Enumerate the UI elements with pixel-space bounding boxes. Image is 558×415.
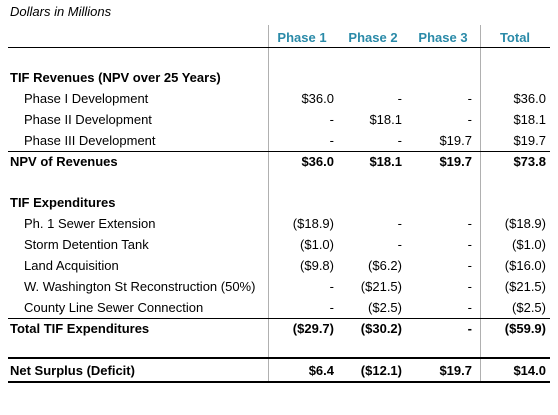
cell-phase-1: - [329, 133, 334, 148]
cell-phase-3: - [467, 216, 472, 231]
cell-phase-2: ($6.2) [368, 258, 402, 273]
table-row: Land Acquisition ($9.8) ($6.2) - ($16.0) [0, 256, 558, 276]
subtotal-rule [8, 318, 550, 319]
cell-phase-1: - [329, 112, 334, 127]
cell-total: ($59.9) [504, 321, 546, 336]
cell-total: ($16.0) [504, 258, 546, 273]
column-header-phase-3: Phase 3 [418, 30, 468, 45]
cell-phase-1: ($9.8) [300, 258, 334, 273]
row-label: Total TIF Expenditures [10, 321, 150, 336]
row-label: Ph. 1 Sewer Extension [24, 216, 156, 231]
cell-phase-1: - [329, 300, 334, 315]
row-label: Storm Detention Tank [24, 237, 149, 252]
cell-phase-3: - [467, 258, 472, 273]
cell-phase-2: - [397, 133, 402, 148]
cell-phase-1: $6.4 [308, 363, 334, 378]
row-label: Net Surplus (Deficit) [10, 363, 135, 378]
column-header-phase-1: Phase 1 [277, 30, 327, 45]
column-header-total: Total [499, 30, 531, 45]
cell-phase-3: $19.7 [439, 363, 472, 378]
row-label: Phase III Development [24, 133, 156, 148]
column-header-phase-2: Phase 2 [348, 30, 398, 45]
total-rule [8, 381, 550, 383]
table-row: County Line Sewer Connection - ($2.5) - … [0, 298, 558, 318]
table-row: W. Washington St Reconstruction (50%) - … [0, 277, 558, 297]
table-caption: Dollars in Millions [10, 4, 112, 19]
cell-total: $73.8 [513, 154, 546, 169]
cell-phase-3: $19.7 [439, 133, 472, 148]
cell-phase-1: - [329, 279, 334, 294]
cell-phase-1: ($18.9) [292, 216, 334, 231]
section-heading: TIF Revenues (NPV over 25 Years) [10, 70, 221, 85]
table-row: Phase I Development $36.0 - - $36.0 [0, 89, 558, 109]
table-row: TIF Expenditures [0, 193, 558, 213]
table-row: Total TIF Expenditures ($29.7) ($30.2) -… [0, 319, 558, 339]
row-label: Land Acquisition [24, 258, 119, 273]
table-row: Ph. 1 Sewer Extension ($18.9) - - ($18.9… [0, 214, 558, 234]
cell-total: $19.7 [513, 133, 546, 148]
cell-phase-2: - [397, 216, 402, 231]
column-divider [268, 25, 269, 381]
cell-phase-3: - [467, 300, 472, 315]
cell-phase-2: - [397, 237, 402, 252]
cell-phase-1: $36.0 [301, 91, 334, 106]
cell-phase-3: - [467, 279, 472, 294]
cell-phase-2: ($12.1) [360, 363, 402, 378]
table-row: Storm Detention Tank ($1.0) - - ($1.0) [0, 235, 558, 255]
cell-phase-2: - [397, 91, 402, 106]
cell-total: $36.0 [513, 91, 546, 106]
cell-phase-3: $19.7 [439, 154, 472, 169]
cell-phase-3: - [467, 91, 472, 106]
row-label: Phase II Development [24, 112, 152, 127]
header-rule [8, 47, 550, 48]
cell-phase-1: ($1.0) [300, 237, 334, 252]
cell-total: ($2.5) [512, 300, 546, 315]
table-row: Net Surplus (Deficit) $6.4 ($12.1) $19.7… [0, 361, 558, 381]
cell-phase-3: - [467, 112, 472, 127]
table-row: Phase II Development - $18.1 - $18.1 [0, 110, 558, 130]
column-divider [480, 25, 481, 381]
row-label: County Line Sewer Connection [24, 300, 204, 315]
cell-total: ($18.9) [504, 216, 546, 231]
cell-phase-2: ($21.5) [360, 279, 402, 294]
table-row: TIF Revenues (NPV over 25 Years) [0, 68, 558, 88]
cell-total: $18.1 [513, 112, 546, 127]
table-row: NPV of Revenues $36.0 $18.1 $19.7 $73.8 [0, 152, 558, 172]
cell-phase-2: $18.1 [369, 112, 402, 127]
row-label: W. Washington St Reconstruction (50%) [24, 279, 256, 294]
table-row: Phase III Development - - $19.7 $19.7 [0, 131, 558, 151]
cell-total: ($1.0) [512, 237, 546, 252]
cell-phase-1: ($29.7) [292, 321, 334, 336]
total-rule [8, 357, 550, 359]
row-label: NPV of Revenues [10, 154, 118, 169]
cell-total: ($21.5) [504, 279, 546, 294]
row-label: Phase I Development [24, 91, 149, 106]
cell-phase-2: ($2.5) [368, 300, 402, 315]
cell-phase-2: ($30.2) [360, 321, 402, 336]
subtotal-rule [8, 151, 550, 152]
cell-phase-1: $36.0 [301, 154, 334, 169]
cell-phase-3: - [467, 321, 472, 336]
cell-phase-2: $18.1 [369, 154, 402, 169]
cell-total: $14.0 [513, 363, 546, 378]
cell-phase-3: - [467, 237, 472, 252]
section-heading: TIF Expenditures [10, 195, 116, 210]
